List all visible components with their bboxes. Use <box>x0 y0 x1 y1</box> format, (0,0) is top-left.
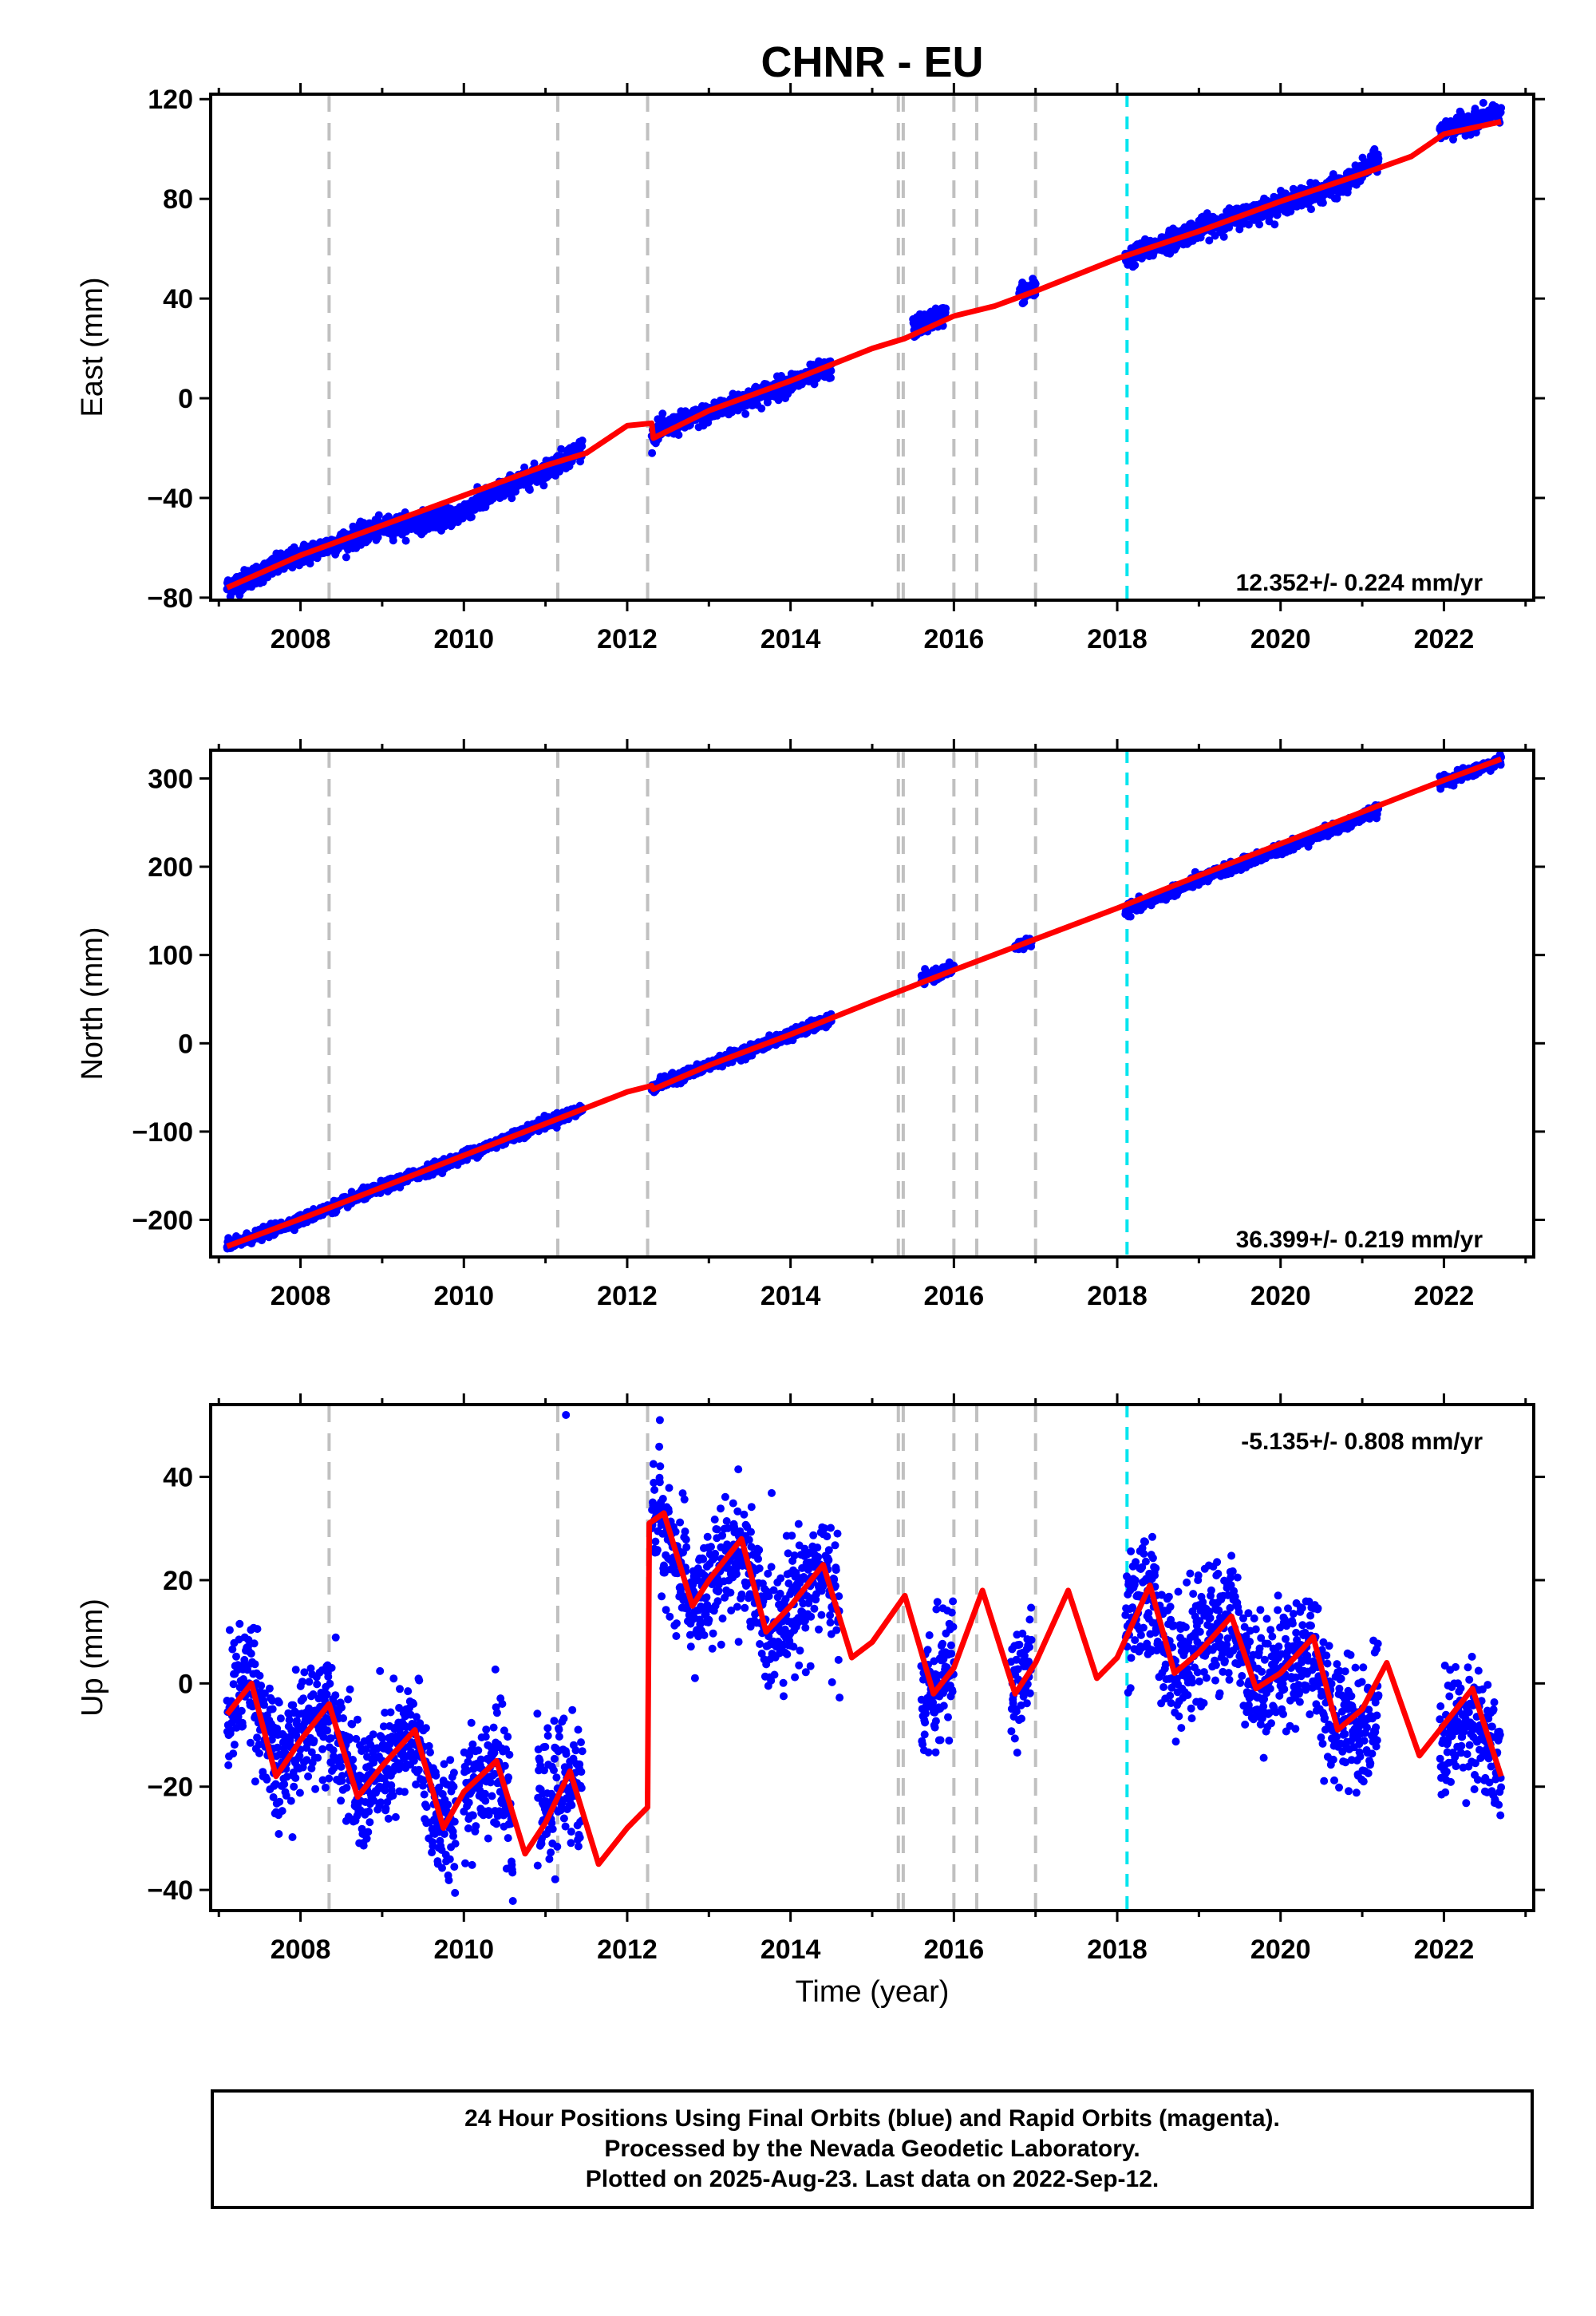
data-point <box>1244 220 1253 229</box>
x-tick-label: 2022 <box>1414 624 1475 654</box>
model-fit-line <box>226 118 1502 591</box>
data-point <box>578 437 587 445</box>
data-point <box>401 536 410 545</box>
y-axis-title: East (mm) <box>76 277 109 417</box>
x-tick-label: 2012 <box>597 624 658 654</box>
data-point <box>757 404 766 413</box>
data-point <box>1479 98 1487 107</box>
data-point <box>508 494 516 503</box>
y-tick-label: 0 <box>178 384 193 414</box>
data-point <box>658 409 667 418</box>
data-point <box>1219 232 1228 241</box>
data-point <box>1205 236 1214 245</box>
data-point <box>467 512 476 521</box>
x-tick-label: 2010 <box>433 624 494 654</box>
x-tick-label: 2016 <box>924 624 985 654</box>
data-point <box>1126 912 1135 921</box>
data-point <box>578 442 587 451</box>
rate-annotation: 12.352+/- 0.224 mm/yr <box>1236 570 1483 596</box>
data-point <box>342 553 350 562</box>
data-point <box>827 373 835 382</box>
y-tick-label: −40 <box>147 484 193 514</box>
data-point <box>525 485 534 494</box>
data-point <box>648 449 657 457</box>
data-point <box>374 511 383 520</box>
data-point <box>530 459 539 468</box>
data-point <box>440 522 449 531</box>
data-point <box>389 536 397 545</box>
y-tick-label: 40 <box>163 284 193 314</box>
data-point <box>741 409 750 418</box>
x-tick-label: 2020 <box>1250 624 1311 654</box>
data-point <box>1255 220 1264 229</box>
data-point <box>1270 220 1279 229</box>
data-point <box>1235 225 1244 234</box>
data-point <box>1318 199 1327 207</box>
data-point <box>373 533 382 542</box>
data-point <box>1031 279 1040 288</box>
data-point <box>1497 104 1506 113</box>
x-tick-label: 2018 <box>1087 624 1148 654</box>
y-tick-label: −80 <box>147 583 193 614</box>
east-panel: 2008 2010 2012 2014 2016 2018 2020 2022 −80 −40 0 4… <box>76 83 1545 654</box>
data-point <box>1131 261 1140 270</box>
data-point <box>1307 205 1315 214</box>
y-tick-label: 120 <box>148 85 193 115</box>
chart-title: CHNR - EU <box>761 38 984 86</box>
data-point <box>539 481 548 490</box>
data-point <box>942 304 950 313</box>
data-point <box>1374 154 1383 163</box>
data-point <box>1273 211 1282 219</box>
data-point <box>827 366 836 375</box>
data-point <box>674 431 683 439</box>
x-tick-label: 2014 <box>760 624 821 654</box>
data-point <box>1333 194 1341 203</box>
x-tick-label: 2008 <box>271 624 331 654</box>
y-tick-label: 80 <box>163 184 193 215</box>
north-panel: 2008 2010 2012 2014 2016 2018 2020 2022−200−100… <box>76 739 1545 1311</box>
